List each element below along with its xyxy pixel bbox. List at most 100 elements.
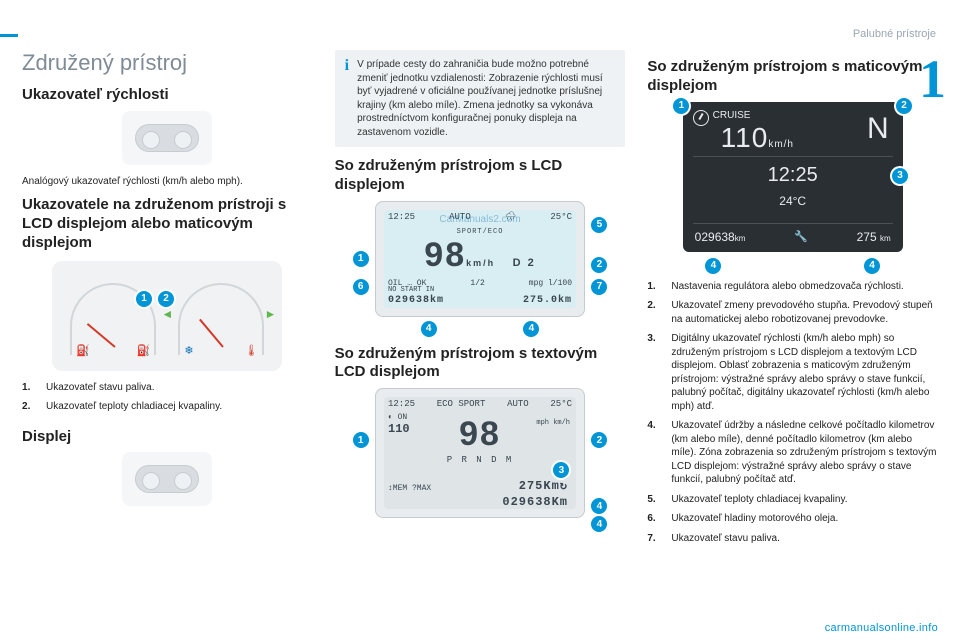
lcd-top-row: 12:25 AUTO 🌧 25°C — [388, 212, 572, 222]
callout-2: 2 — [896, 98, 912, 114]
callout-4a: 4 — [591, 498, 607, 514]
figure-matrix: CRUISE 110km/h N 12:25 24°C 029638km 🔧 2… — [647, 102, 938, 270]
list-item: Ukazovateľ údržby a následne celkové poč… — [647, 419, 938, 487]
list-item-label: Ukazovateľ teploty chladiacej kvapaliny. — [671, 493, 847, 507]
callout-1: 1 — [136, 291, 152, 307]
list-item: Ukazovateľ teploty chladiacej kvapaliny. — [22, 400, 313, 414]
callout-1: 1 — [353, 432, 369, 448]
dashboard-icon — [135, 124, 199, 152]
textlcd-mem: ↕MEM ?MAX — [388, 484, 431, 493]
textlcd-eco: ECO SPORT — [437, 399, 486, 409]
matrix-temp: 24°C — [683, 194, 903, 208]
lcd-mode: SPORT/ECO — [376, 228, 584, 236]
content-columns: Združený prístroj Ukazovateľ rýchlosti A… — [22, 50, 938, 551]
callout-4a: 4 — [705, 258, 721, 274]
lcd-screen: 12:25 AUTO 🌧 25°C SPORT/ECO 98km/h D 2 O… — [375, 201, 585, 317]
list-item-label: Digitálny ukazovateľ rýchlosti (km/h ale… — [671, 332, 938, 413]
dashboard-thumb-2 — [122, 452, 212, 506]
turn-left-icon: ◄ — [161, 307, 173, 321]
fuel-low-icon: ⛽ — [76, 344, 90, 357]
list-item: Ukazovateľ stavu paliva. — [647, 532, 938, 546]
textlcd-time: 12:25 — [388, 399, 415, 409]
temp-hot-icon: 🌡 — [244, 344, 258, 357]
info-text: V prípade cesty do zahraničia bude možno… — [357, 58, 615, 139]
footer-link: carmanualsonline.info — [825, 622, 938, 634]
matrix-bottom-row: 029638km 🔧 275 km — [683, 230, 903, 244]
matrix-odo: 029638km — [695, 230, 746, 244]
wiper-icon: 🌧 — [505, 212, 516, 222]
figure-lcd: 12:25 AUTO 🌧 25°C SPORT/ECO 98km/h D 2 O… — [335, 201, 626, 335]
textlcd-auto: AUTO — [507, 399, 529, 409]
lcd-speed: 98km/h D 2 — [376, 236, 584, 275]
callout-1: 1 — [673, 98, 689, 114]
list-item-label: Ukazovateľ údržby a následne celkové poč… — [671, 419, 938, 487]
text-lcd-screen: 12:25 ECO SPORT AUTO 25°C ◐ ON 110 98 mp… — [375, 388, 585, 518]
textlcd-gear: P R N D M — [376, 455, 584, 465]
lcd-nostart: NO START IN — [388, 286, 434, 294]
heading-indicators-lcd-matrix: Ukazovatele na združenom prístroji s LCD… — [22, 196, 313, 252]
wrench-icon: 🔧 — [794, 230, 808, 244]
list-item-label: Ukazovateľ zmeny prevodového stupňa. Pre… — [671, 299, 938, 326]
dashboard-icon — [135, 465, 199, 493]
lcd-trip: 275.0km — [523, 295, 572, 306]
matrix-trip: 275 km — [857, 230, 891, 244]
list-item: Digitálny ukazovateľ rýchlosti (km/h ale… — [647, 332, 938, 413]
list-matrix-legend: Nastavenia regulátora alebo obmedzovača … — [647, 280, 938, 546]
lcd-unit: km/h — [466, 258, 495, 268]
divider — [693, 223, 893, 224]
breadcrumb: Palubné prístroje — [853, 28, 936, 40]
gauge-needle — [199, 318, 224, 347]
list-item: Nastavenia regulátora alebo obmedzovača … — [647, 280, 938, 294]
list-item: Ukazovateľ stavu paliva. — [22, 381, 313, 395]
heading-speed-indicator: Ukazovateľ rýchlosti — [22, 86, 313, 105]
list-item-label: Nastavenia regulátora alebo obmedzovača … — [671, 280, 903, 294]
callout-4b: 4 — [591, 516, 607, 532]
callout-2: 2 — [591, 432, 607, 448]
textlcd-temp: 25°C — [550, 399, 572, 409]
dashboard-thumb-1 — [122, 111, 212, 165]
list-item: Ukazovateľ teploty chladiacej kvapaliny. — [647, 493, 938, 507]
column-middle: i V prípade cesty do zahraničia bude mož… — [335, 50, 626, 551]
column-left: Združený prístroj Ukazovateľ rýchlosti A… — [22, 50, 313, 551]
list-item-label: Ukazovateľ hladiny motorového oleja. — [671, 512, 838, 526]
lcd-time: 12:25 — [388, 212, 415, 222]
lcd-gear: D 2 — [513, 257, 536, 269]
lcd-bottom-row: 029638km 275.0km — [388, 295, 572, 306]
heading-display: Displej — [22, 428, 313, 447]
textlcd-unit: mph km/h — [536, 419, 570, 427]
gauge-needle — [87, 323, 116, 348]
lcd-mpg: mpg l/100 — [529, 279, 572, 288]
paragraph-analog-speed: Analógový ukazovateľ rýchlosti (km/h ale… — [22, 175, 313, 189]
info-icon: i — [345, 58, 349, 139]
textlcd-odo: 029638Km — [502, 495, 568, 509]
heading-text-lcd-instrument: So združeným prístrojom s textovým LCD d… — [335, 345, 626, 383]
callout-2: 2 — [591, 257, 607, 273]
temp-gauge-icon: ❄ 🌡 — [178, 283, 264, 355]
callout-4b: 4 — [864, 258, 880, 274]
header-accent-stripe — [0, 34, 18, 37]
callout-4a: 4 — [421, 321, 437, 337]
callout-3: 3 — [892, 168, 908, 184]
callout-5: 5 — [591, 217, 607, 233]
figure-gauges: ⛽ ⛽ ❄ 🌡 ◄ ► 1 2 — [22, 261, 313, 371]
lcd-odo: 029638km — [388, 295, 444, 306]
heading-matrix-instrument: So združeným prístrojom s maticovým disp… — [647, 58, 938, 96]
page-title: Združený prístroj — [22, 50, 313, 76]
list-item-label: Ukazovateľ stavu paliva. — [46, 381, 155, 395]
temp-cold-icon: ❄ — [184, 344, 193, 357]
list-item-label: Ukazovateľ stavu paliva. — [671, 532, 780, 546]
gauges-illustration: ⛽ ⛽ ❄ 🌡 ◄ ► — [52, 261, 282, 371]
figure-text-lcd: 12:25 ECO SPORT AUTO 25°C ◐ ON 110 98 mp… — [335, 388, 626, 536]
document-page: Palubné prístroje 1 Združený prístroj Uk… — [0, 0, 960, 640]
turn-right-icon: ► — [264, 307, 276, 321]
textlcd-mid: 275Km↻ — [519, 478, 568, 493]
list-item: Ukazovateľ zmeny prevodového stupňa. Pre… — [647, 299, 938, 326]
callout-7: 7 — [591, 279, 607, 295]
list-item-label: Ukazovateľ teploty chladiacej kvapaliny. — [46, 400, 222, 414]
callout-6: 6 — [353, 279, 369, 295]
callout-1: 1 — [353, 251, 369, 267]
lcd-temp: 25°C — [550, 212, 572, 222]
callout-4b: 4 — [523, 321, 539, 337]
textlcd-top-row: 12:25 ECO SPORT AUTO 25°C — [388, 399, 572, 409]
callout-2: 2 — [158, 291, 174, 307]
